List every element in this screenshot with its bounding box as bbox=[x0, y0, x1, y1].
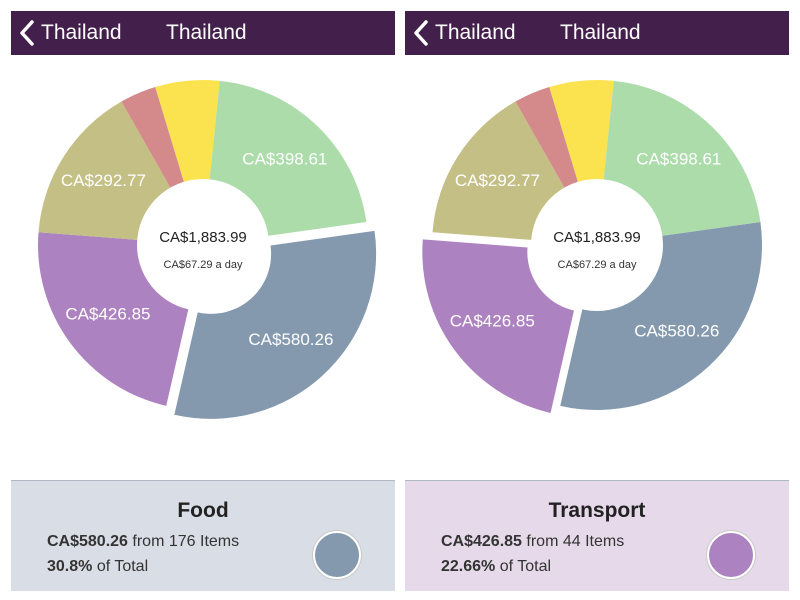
slice-label-5: CA$398.61 bbox=[636, 149, 721, 168]
category-items: from 176 Items bbox=[132, 533, 240, 550]
panel-food: Thailand Thailand CA$1,883.99 CA$67.29 a… bbox=[11, 0, 395, 600]
slice-label-2: CA$292.77 bbox=[61, 171, 146, 190]
back-button[interactable]: Thailand bbox=[19, 11, 122, 55]
category-percent-line: 30.8% of Total bbox=[47, 558, 148, 576]
category-color-swatch bbox=[313, 531, 361, 579]
nav-title: Thailand bbox=[560, 21, 641, 44]
chevron-left-icon bbox=[20, 20, 34, 46]
nav-bar: Thailand Thailand bbox=[405, 11, 789, 55]
slice-label-2: CA$292.77 bbox=[455, 171, 540, 190]
panel-transport: Thailand Thailand CA$1,883.99 CA$67.29 a… bbox=[405, 0, 789, 600]
donut-slice-0[interactable] bbox=[174, 230, 377, 419]
back-label: Thailand bbox=[41, 21, 122, 44]
slice-label-0: CA$580.26 bbox=[634, 321, 719, 340]
slice-label-5: CA$398.61 bbox=[242, 149, 327, 168]
category-percent: 22.66% bbox=[441, 558, 496, 575]
total-amount: CA$1,883.99 bbox=[159, 229, 247, 246]
category-color-swatch bbox=[707, 531, 755, 579]
category-card[interactable]: Food CA$580.26 from 176 Items 30.8% of T… bbox=[11, 480, 395, 591]
donut-slice-2[interactable] bbox=[38, 101, 174, 241]
daily-amount: CA$67.29 a day bbox=[164, 259, 243, 271]
donut-slice-1[interactable] bbox=[38, 232, 190, 406]
daily-amount: CA$67.29 a day bbox=[558, 259, 637, 271]
donut-chart[interactable]: CA$1,883.99 CA$67.29 a day CA$580.26 CA$4… bbox=[11, 70, 395, 420]
category-amount: CA$580.26 bbox=[47, 533, 128, 550]
slice-label-1: CA$426.85 bbox=[450, 312, 535, 331]
category-amount: CA$426.85 bbox=[441, 533, 522, 550]
donut-center bbox=[531, 179, 663, 311]
category-percent-suffix: of Total bbox=[499, 558, 552, 575]
donut-center bbox=[137, 179, 269, 311]
slice-label-0: CA$580.26 bbox=[248, 330, 333, 349]
category-amount-line: CA$426.85 from 44 Items bbox=[441, 533, 624, 551]
donut-slice-3[interactable] bbox=[121, 87, 186, 193]
nav-title: Thailand bbox=[166, 21, 247, 44]
category-title: Food bbox=[177, 499, 229, 522]
back-label: Thailand bbox=[435, 21, 516, 44]
back-button[interactable]: Thailand bbox=[413, 11, 516, 55]
slice-labels: CA$580.26 CA$426.85 CA$292.77 CA$398.61 bbox=[450, 149, 722, 340]
donut-slice-0[interactable] bbox=[560, 222, 762, 410]
total-amount: CA$1,883.99 bbox=[553, 229, 641, 246]
donut-slice-3[interactable] bbox=[515, 87, 580, 193]
chevron-left-icon bbox=[414, 20, 428, 46]
category-percent: 30.8% bbox=[47, 558, 93, 575]
category-amount-line: CA$580.26 from 176 Items bbox=[47, 533, 239, 551]
category-percent-suffix: of Total bbox=[96, 558, 149, 575]
category-title: Transport bbox=[548, 499, 646, 522]
slice-labels: CA$580.26 CA$426.85 CA$292.77 CA$398.61 bbox=[61, 149, 334, 349]
category-percent-line: 22.66% of Total bbox=[441, 558, 551, 576]
category-card[interactable]: Transport CA$426.85 from 44 Items 22.66%… bbox=[405, 480, 789, 591]
donut-slice-2[interactable] bbox=[432, 101, 568, 241]
donut-slice-1[interactable] bbox=[422, 239, 574, 413]
donut-slices[interactable] bbox=[422, 79, 762, 413]
slice-label-1: CA$426.85 bbox=[65, 304, 150, 323]
donut-chart[interactable]: CA$1,883.99 CA$67.29 a day CA$580.26 CA$4… bbox=[405, 70, 789, 420]
nav-bar: Thailand Thailand bbox=[11, 11, 395, 55]
donut-slice-4[interactable] bbox=[549, 79, 614, 188]
donut-slice-4[interactable] bbox=[155, 79, 220, 188]
donut-slices[interactable] bbox=[38, 79, 377, 419]
category-items: from 44 Items bbox=[526, 533, 625, 550]
